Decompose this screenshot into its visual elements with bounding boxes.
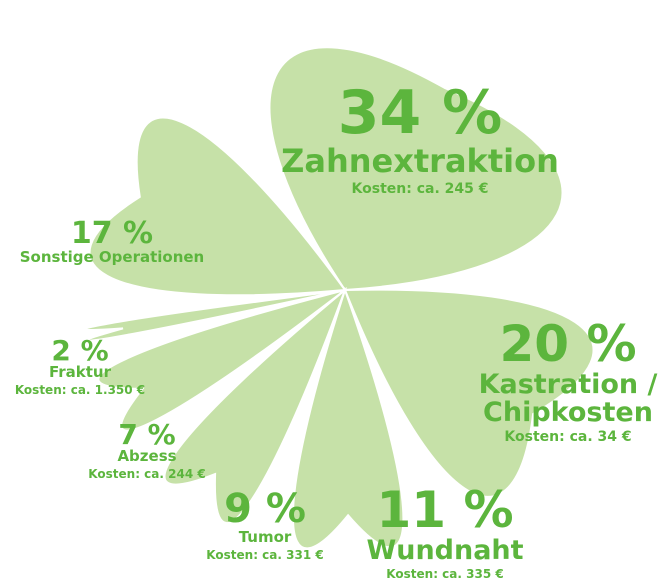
cost-label: Kosten: ca. 245 € xyxy=(351,180,489,197)
percent-label: 7 % xyxy=(118,418,176,451)
leaf xyxy=(291,286,405,550)
percent-label: 9 % xyxy=(224,486,306,532)
percent-label: 20 % xyxy=(499,315,637,373)
category-label: Abzess xyxy=(117,447,177,466)
category-label: Zahnextraktion xyxy=(281,142,559,180)
leaf xyxy=(97,289,346,432)
percent-label: 17 % xyxy=(70,216,154,251)
category-label: Sonstige Operationen xyxy=(19,247,205,266)
slice-label: 9 % Tumor Kosten: ca. 331 € xyxy=(175,488,355,561)
slice-label: 20 % Kastration / Chipkosten Kosten: ca. 3… xyxy=(468,318,666,445)
cost-label: Kosten: ca. 1.350 € xyxy=(14,383,146,398)
cost-label: Kosten: ca. 331 € xyxy=(206,547,324,562)
category-label: Fraktur xyxy=(48,363,112,382)
slice-label: 7 % Abzess Kosten: ca. 244 € xyxy=(57,420,237,481)
cost-label: Kosten: ca. 335 € xyxy=(386,566,504,581)
percent-label: 11 % xyxy=(376,481,514,539)
slice-label: 2 % Fraktur Kosten: ca. 1.350 € xyxy=(0,336,170,397)
leaf xyxy=(268,46,564,292)
percent-label: 2 % xyxy=(51,334,109,367)
category-label: Tumor xyxy=(238,528,292,546)
slice-label: 17 % Sonstige Operationen xyxy=(0,218,232,265)
leaf xyxy=(163,286,348,524)
cost-label: Kosten: ca. 244 € xyxy=(88,467,206,482)
category-label: Kastration / Chipkosten xyxy=(478,368,658,428)
slice-label: 34 % Zahnextraktion Kosten: ca. 245 € xyxy=(250,82,590,196)
cost-label: Kosten: ca. 34 € xyxy=(504,429,632,446)
leaf xyxy=(83,289,346,342)
category-label: Wundnaht xyxy=(366,534,524,566)
slice-label: 11 % Wundnaht Kosten: ca. 335 € xyxy=(335,484,555,580)
leaf xyxy=(343,288,595,498)
percent-label: 34 % xyxy=(337,78,503,148)
leaf xyxy=(88,116,347,297)
